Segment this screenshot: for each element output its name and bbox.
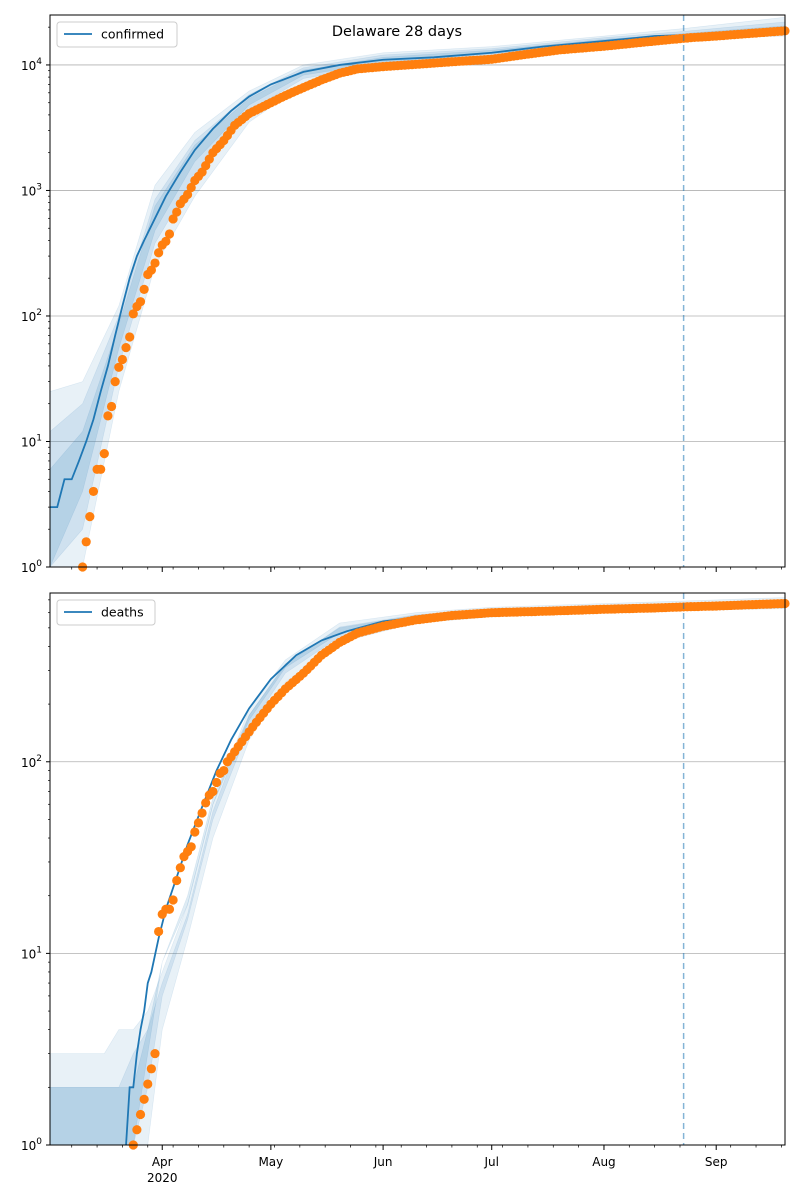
x-tick-label: May [258,1155,283,1169]
observed-point [143,1079,153,1089]
observed-point [190,827,200,837]
chart-title: Delaware 28 days [332,24,462,40]
observed-point [110,377,120,387]
observed-point [85,512,95,522]
legend-box [56,21,178,48]
legend-label-deaths: deaths [101,605,144,620]
y-tick-base: 10 [21,1139,36,1153]
observed-point [99,449,109,459]
observed-point [197,808,207,818]
y-tick-exponent: 3 [36,182,42,192]
y-tick-exponent: 0 [36,559,42,569]
y-tick-exponent: 4 [36,57,42,67]
y-tick-label: 104 [21,57,42,73]
observed-point [186,842,196,852]
observed-point [182,189,193,200]
y-tick-base: 10 [21,435,36,449]
x-tick-label: Jul [483,1155,498,1169]
observed-point [172,875,182,886]
y-tick-exponent: 0 [36,1137,42,1147]
gridlines [50,761,785,954]
axes-frame [49,14,786,568]
observed-point [106,401,117,412]
observed-point [96,464,106,474]
observed-point [161,236,171,246]
y-tick-base: 10 [21,184,36,198]
observed-point [208,786,218,797]
y-tick-base: 10 [21,561,36,575]
observed-point [125,332,135,342]
observed-point [168,895,178,905]
observed-point [132,1125,142,1135]
observed-point [186,182,196,193]
observed-point [135,1109,146,1120]
observed-point [164,229,175,239]
observed-point [135,297,146,307]
observed-point [146,1064,156,1074]
series-line-confirmed [50,29,786,509]
observed-point [128,309,138,319]
y-tick-exponent: 2 [36,754,42,764]
y-tick-label: 100 [21,1137,42,1153]
y-tick-label: 101 [21,433,42,449]
observed-point [121,342,131,353]
y-tick-base: 10 [21,947,36,961]
observed-point [146,265,156,275]
observed-point [154,248,164,258]
x-axis-ticks [71,567,782,572]
series-lines [50,29,786,509]
y-tick-exponent: 1 [36,433,42,443]
plot-area [50,593,785,1145]
observed-point [103,411,113,421]
observed-point [219,765,229,776]
x-tick-label: Jun [373,1155,393,1169]
observed-point [168,214,178,224]
y-tick-base: 10 [21,310,36,324]
plot-area [50,15,785,567]
axes-frame [49,592,786,1146]
legend-box [56,599,156,626]
observed-point [175,863,185,873]
observed-point [114,362,124,372]
x-tick-label: Sep [705,1155,728,1169]
x-tick-label: Apr [152,1155,173,1169]
legend: confirmed [56,21,178,48]
y-tick-label: 103 [21,182,42,198]
x-tick-sublabel: 2020 [147,1171,178,1185]
observed-point [150,1048,160,1059]
y-tick-label: 101 [21,945,42,961]
y-tick-label: 100 [21,559,42,575]
y-tick-exponent: 1 [36,945,42,955]
x-tick-label: Aug [592,1155,615,1169]
observed-point [201,798,211,808]
observed-point [88,486,99,497]
y-tick-label: 102 [21,308,42,324]
observed-point [154,926,164,937]
y-tick-label: 102 [21,754,42,770]
observed-point [164,904,175,914]
legend-label-confirmed: confirmed [101,27,164,42]
observed-point [139,1094,149,1104]
legend: deaths [56,599,156,626]
y-tick-exponent: 2 [36,308,42,318]
observed-points [77,26,790,572]
observed-point [117,354,128,365]
x-axis-ticks: Apr 2020 May Jun Jul Aug Sep [71,1145,782,1185]
observed-point [150,258,160,268]
observed-point [211,777,222,788]
observed-point [193,818,204,828]
observed-point [139,284,149,294]
observed-points [128,598,790,1150]
observed-point [172,207,182,217]
observed-point [81,537,91,547]
y-tick-base: 10 [21,756,36,770]
y-tick-base: 10 [21,59,36,73]
